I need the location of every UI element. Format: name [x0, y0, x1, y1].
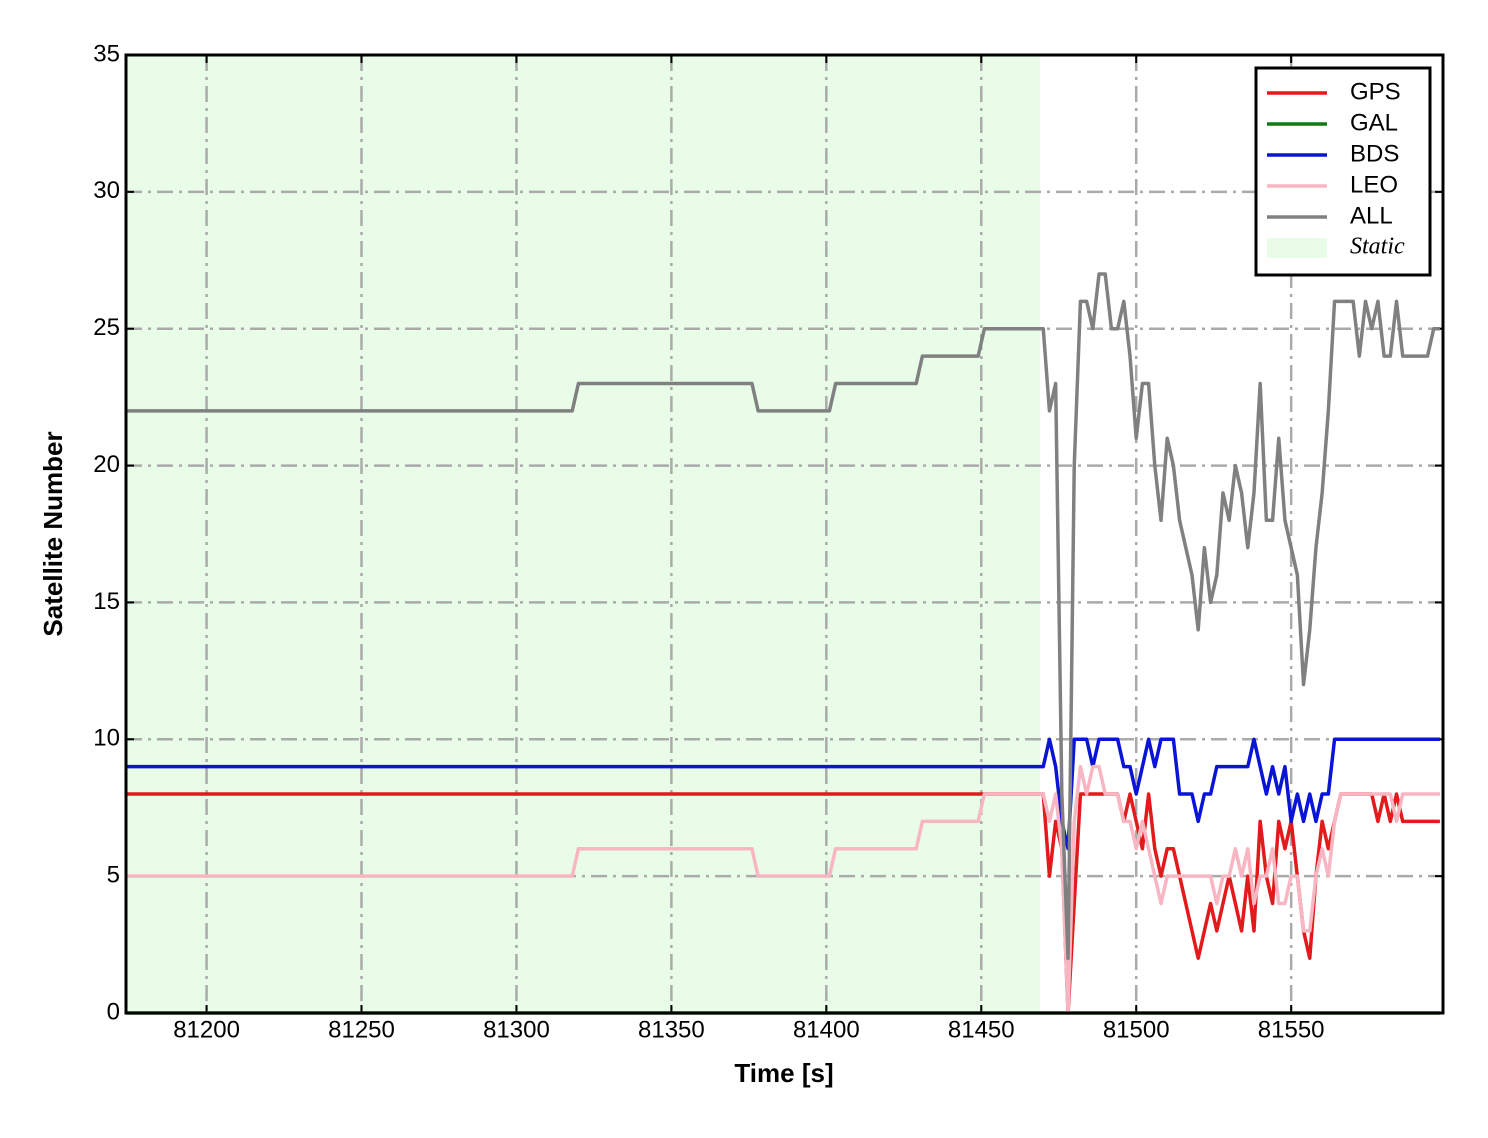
- y-tick-label: 0: [107, 998, 120, 1025]
- series-line: [126, 737, 1440, 851]
- x-tick-label: 81200: [173, 1016, 240, 1043]
- series-line: [126, 764, 1440, 1015]
- y-tick-label: 10: [93, 725, 120, 752]
- legend-label: BDS: [1350, 140, 1399, 167]
- y-tick-label: 35: [93, 40, 120, 67]
- legend-label: LEO: [1350, 171, 1398, 198]
- series-line: [126, 272, 1440, 961]
- y-tick-label: 15: [93, 588, 120, 615]
- plot-frame: [124, 53, 1445, 1015]
- x-tick-label: 81350: [638, 1016, 705, 1043]
- y-tick-label: 20: [93, 451, 120, 478]
- legend-label: GPS: [1350, 78, 1401, 105]
- x-tick-label: 81250: [328, 1016, 395, 1043]
- x-tick-label: 81500: [1103, 1016, 1170, 1043]
- x-tick-label: 81300: [483, 1016, 550, 1043]
- x-tick-label: 81450: [948, 1016, 1015, 1043]
- x-axis-label: Time [s]: [734, 1058, 833, 1088]
- y-tick-label: 30: [93, 177, 120, 204]
- y-tick-label: 5: [107, 861, 120, 888]
- x-tick-label: 81550: [1258, 1016, 1325, 1043]
- y-tick-label: 25: [93, 314, 120, 341]
- legend-label: Static: [1350, 234, 1405, 260]
- y-axis-label: Satellite Number: [38, 431, 68, 636]
- legend-label: GAL: [1350, 109, 1398, 136]
- legend-label: ALL: [1350, 202, 1393, 229]
- legend-swatch: [1267, 238, 1327, 258]
- x-tick-label: 81400: [793, 1016, 860, 1043]
- static-region: [126, 55, 1041, 1013]
